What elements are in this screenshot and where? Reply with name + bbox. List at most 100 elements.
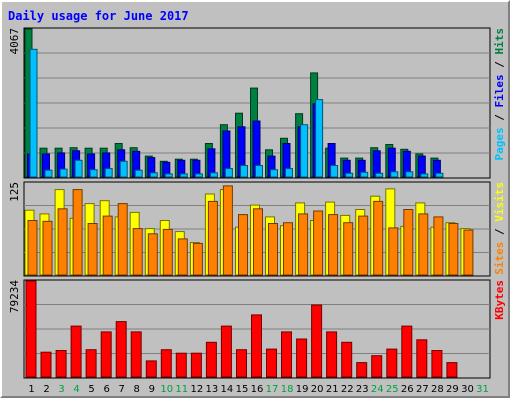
bar-sites-day-25 [388, 227, 399, 276]
bar-sites-day-20 [313, 210, 324, 276]
bar-sites-day-16 [253, 208, 263, 276]
bar-sites-day-23 [358, 215, 369, 276]
bar-kbytes-day-24 [371, 355, 383, 378]
bar-kbytes-day-19 [296, 338, 308, 378]
x-axis-labels: 1 2 3 4 5 6 7 8 9 10 11 12 13 14 15 16 17 18 19 20 21 22 23 24 2… [28, 384, 489, 395]
bar-sites-day-7 [117, 203, 128, 276]
legend-label-part: / [493, 222, 506, 242]
x-tick-label: 29 [446, 384, 459, 395]
bar-pages-day-21 [330, 165, 339, 178]
x-tick-label: 16 [251, 384, 264, 395]
bar-sites-day-22 [343, 222, 354, 276]
series-sites [27, 185, 474, 276]
panel-hits_files_pages: 4067 Pages / Files / Hits [8, 27, 506, 179]
bar-pages-day-10 [164, 173, 173, 178]
bar-kbytes-day-6 [100, 331, 112, 378]
bar-sites-day-11 [177, 238, 188, 276]
x-tick-label: 11 [175, 384, 188, 395]
bar-pages-day-7 [119, 160, 128, 178]
x-tick-label: 13 [206, 384, 219, 395]
bar-pages-day-25 [390, 171, 399, 178]
bar-sites-day-6 [102, 215, 113, 276]
bar-sites-day-19 [298, 213, 309, 276]
bar-sites-day-3 [57, 208, 68, 276]
bar-sites-day-13 [207, 200, 218, 276]
bar-pages-day-11 [179, 173, 188, 178]
chart-panels: 4067 Pages / Files / Hits 125 Sites / Visit… [8, 27, 506, 379]
y-max-label: 125 [8, 182, 21, 202]
x-tick-label: 12 [191, 384, 204, 395]
chart-title: Daily usage for June 2017 [8, 9, 189, 23]
legend-label-part: KBytes [493, 280, 506, 320]
x-tick-label: 31 [476, 384, 489, 395]
bar-sites-day-18 [283, 222, 293, 276]
x-tick-label: 21 [326, 384, 339, 395]
legend-label-part: / [493, 108, 506, 128]
bar-pages-day-5 [89, 169, 98, 178]
legend-label-part: Files [493, 74, 506, 107]
bar-sites-day-8 [132, 228, 143, 276]
bar-sites-day-4 [72, 189, 83, 276]
bar-pages-day-2 [44, 169, 53, 178]
series-pages [29, 48, 444, 178]
x-tick-label: 2 [43, 384, 49, 395]
bar-pages-day-8 [134, 169, 143, 178]
x-tick-label: 22 [341, 384, 354, 395]
bar-sites-day-29 [448, 223, 459, 276]
bar-kbytes-day-5 [85, 349, 97, 378]
x-tick-label: 5 [88, 384, 94, 395]
bar-sites-day-9 [147, 233, 158, 276]
x-tick-label: 18 [281, 384, 294, 395]
x-tick-label: 26 [401, 384, 414, 395]
bar-kbytes-day-17 [266, 348, 277, 378]
x-tick-label: 10 [160, 384, 173, 395]
x-tick-label: 15 [236, 384, 249, 395]
bar-sites-day-5 [87, 223, 98, 276]
bar-kbytes-day-3 [55, 350, 67, 378]
bar-sites-day-28 [433, 216, 444, 276]
bar-kbytes-day-16 [251, 314, 262, 378]
panel-legend-label: Sites / Visits [493, 182, 506, 275]
bar-pages-day-23 [360, 171, 369, 178]
bar-kbytes-day-28 [431, 350, 443, 378]
panel-legend-label: Pages / Files / Hits [493, 28, 506, 161]
bar-sites-day-26 [403, 209, 414, 276]
x-tick-label: 30 [461, 384, 474, 395]
x-tick-label: 8 [134, 384, 140, 395]
x-tick-label: 20 [311, 384, 324, 395]
bar-kbytes-day-4 [70, 325, 82, 378]
bar-pages-day-26 [405, 171, 414, 178]
x-tick-label: 3 [58, 384, 64, 395]
x-tick-label: 7 [119, 384, 125, 395]
x-tick-label: 9 [149, 384, 155, 395]
x-tick-label: 24 [371, 384, 384, 395]
bar-sites-day-27 [418, 213, 429, 276]
legend-label-part: / [493, 55, 506, 75]
bar-kbytes-day-2 [40, 351, 52, 378]
bar-kbytes-day-29 [446, 362, 458, 378]
bar-kbytes-day-13 [205, 341, 217, 378]
bar-pages-day-22 [345, 172, 354, 178]
legend-label-part: Hits [493, 28, 506, 55]
bar-pages-day-15 [240, 165, 248, 178]
x-tick-label: 4 [73, 384, 79, 395]
bar-pages-day-9 [149, 172, 158, 178]
bar-kbytes-day-25 [386, 348, 398, 378]
bar-sites-day-30 [463, 229, 474, 276]
bar-pages-day-3 [59, 168, 68, 178]
bar-sites-day-14 [222, 185, 233, 276]
x-tick-label: 19 [296, 384, 309, 395]
x-tick-label: 25 [386, 384, 399, 395]
bar-pages-day-14 [224, 168, 233, 178]
bar-kbytes-day-27 [416, 339, 428, 378]
bar-pages-day-27 [420, 173, 429, 178]
bar-pages-day-18 [285, 168, 293, 178]
bar-kbytes-day-8 [130, 331, 142, 378]
bar-pages-day-16 [255, 165, 263, 178]
bar-pages-day-20 [315, 99, 324, 178]
bar-sites-day-12 [192, 242, 203, 276]
bar-kbytes-day-12 [190, 352, 202, 378]
bar-kbytes-day-26 [401, 325, 413, 378]
bar-kbytes-day-22 [341, 341, 353, 378]
x-tick-label: 23 [356, 384, 369, 395]
